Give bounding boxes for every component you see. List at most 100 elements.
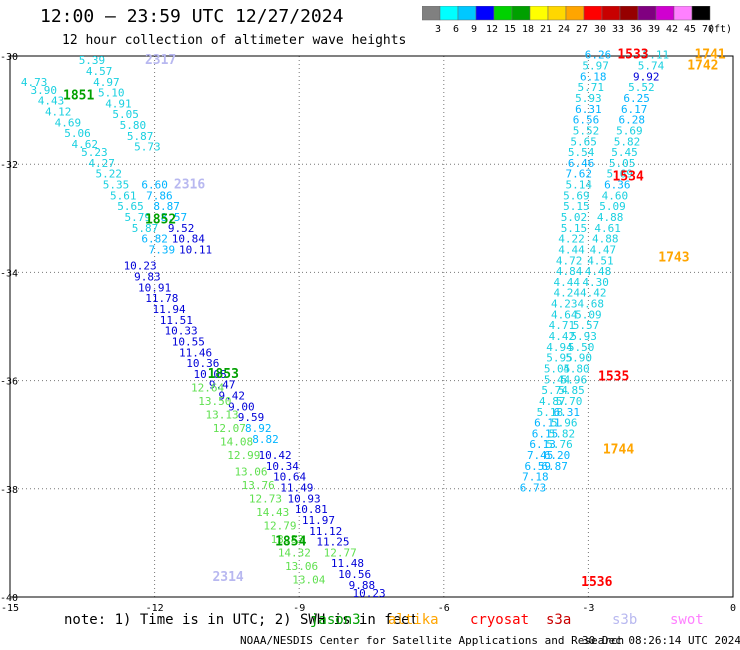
wave-height-point: 10.34 — [266, 460, 299, 473]
footer-timestamp: 30 Dec 08:26:14 UTC 2024 — [582, 634, 740, 647]
track-label: 1853 — [208, 367, 239, 382]
wave-height-point: 13.13 — [206, 408, 239, 421]
wave-height-point: 5.10 — [98, 87, 125, 100]
track-label: 1744 — [603, 443, 634, 458]
wave-height-point: 5.09 — [575, 308, 602, 321]
track-label: 1534 — [613, 169, 644, 184]
y-tick-label: -34 — [0, 268, 18, 279]
x-tick-label: -6 — [438, 603, 450, 612]
wave-height-point: 6.59 — [525, 460, 552, 473]
wave-height-point: 5.14 — [566, 179, 593, 192]
wave-height-point: 12.73 — [249, 492, 282, 505]
wave-height-point: 5.05 — [544, 362, 571, 375]
wave-height-point: 4.71 — [549, 319, 576, 332]
wave-height-point: 4.87 — [539, 395, 566, 408]
wave-height-point: 3.90 — [30, 84, 57, 97]
wave-height-point: 4.88 — [597, 211, 624, 224]
wave-height-point: 5.69 — [606, 168, 633, 181]
wave-height-point: 11.97 — [302, 514, 335, 527]
track-label: 2316 — [174, 178, 205, 193]
wave-height-point: 10.84 — [172, 233, 205, 246]
wave-height-point: 6.82 — [141, 233, 168, 246]
legend-entry-jason3: jason3 — [310, 612, 361, 628]
wave-height-point: 10.55 — [172, 335, 205, 348]
wave-height-point: 11.51 — [160, 314, 193, 327]
colorbar-tick-label: 33 — [612, 24, 624, 35]
wave-height-point: 5.96 — [551, 417, 578, 430]
wave-height-point: 5.82 — [614, 135, 641, 148]
wave-height-point: 6.11 — [534, 417, 561, 430]
wave-height-point: 13.06 — [285, 560, 318, 573]
wave-height-point: 5.80 — [120, 119, 147, 132]
wave-height-point: 11.48 — [331, 557, 364, 570]
wave-height-point: 4.44 — [558, 243, 585, 256]
track-label: 1852 — [145, 213, 176, 228]
wave-height-point: 4.24 — [553, 287, 580, 300]
wave-height-point: 5.18 — [537, 406, 564, 419]
colorbar-tick-label: 70 — [702, 24, 714, 35]
wave-height-point: 10.08 — [193, 368, 226, 381]
page-title: 12:00 — 23:59 UTC 12/27/2024 — [40, 6, 344, 27]
wave-height-point: 11.49 — [280, 482, 313, 495]
wave-height-point: 4.22 — [558, 233, 585, 246]
wave-height-point: 13.06 — [234, 465, 267, 478]
wave-height-point: 4.47 — [590, 243, 617, 256]
wave-height-point: 11.78 — [145, 292, 178, 305]
wave-height-point: 10.23 — [353, 587, 386, 600]
wave-height-point: 5.74 — [541, 384, 568, 397]
wave-height-point: 7.45 — [527, 449, 554, 462]
wave-height-point: 9.47 — [209, 379, 236, 392]
wave-height-point: 5.52 — [573, 124, 600, 137]
wave-height-point: 8.87 — [153, 200, 180, 213]
colorbar-tick-label: 39 — [648, 24, 660, 35]
x-tick-label: -12 — [146, 603, 164, 612]
wave-height-point: 4.94 — [546, 341, 573, 354]
wave-height-point: 4.44 — [553, 276, 580, 289]
wave-height-point: 5.15 — [563, 200, 590, 213]
wave-height-point: 10.33 — [165, 325, 198, 338]
wave-height-point: 4.43 — [38, 95, 65, 108]
wave-height-point: 4.42 — [549, 330, 576, 343]
wave-height-point: 10.64 — [273, 471, 306, 484]
wave-height-point: 4.62 — [71, 138, 98, 151]
y-tick-label: -40 — [0, 593, 18, 604]
wave-height-point: 5.39 — [79, 54, 106, 67]
wave-height-point: 10.42 — [259, 449, 292, 462]
wave-height-point: 4.61 — [594, 222, 621, 235]
colorbar-unit: (ft) — [708, 24, 732, 35]
wave-height-point: 4.91 — [105, 97, 132, 110]
wave-height-point: 4.27 — [88, 157, 115, 170]
wave-height-point: 6.13 — [529, 438, 556, 451]
track-label: 1742 — [687, 59, 718, 74]
wave-height-point: 4.72 — [556, 254, 583, 267]
wave-height-point: 5.85 — [558, 384, 585, 397]
wave-height-point: 14.43 — [256, 506, 289, 519]
wave-height-point: 13.83 — [271, 533, 304, 546]
wave-height-point: 5.95 — [546, 352, 573, 365]
wave-height-point: 4.64 — [551, 308, 578, 321]
wave-height-point: 5.87 — [127, 130, 154, 143]
wave-height-point: 9.42 — [218, 390, 245, 403]
wave-height-point: 5.76 — [546, 438, 573, 451]
wave-height-point: 10.11 — [179, 243, 212, 256]
wave-height-point: 10.91 — [138, 281, 171, 294]
wave-height-point: 5.23 — [81, 146, 108, 159]
wave-height-colorbar: 3 6 9 12 15 18 21 24 27 30 33 36 39 42 45 70(ft) — [422, 6, 732, 35]
wave-height-point: 10.93 — [287, 492, 320, 505]
wave-height-point: 6.20 — [544, 449, 571, 462]
wave-height-point: 5.70 — [556, 395, 583, 408]
wave-height-point: 14.08 — [220, 436, 253, 449]
wave-height-point: 13.04 — [292, 573, 325, 586]
wave-height-point: 9.83 — [134, 271, 161, 284]
wave-height-point: 5.65 — [117, 200, 144, 213]
wave-height-point: 6.87 — [541, 460, 568, 473]
y-tick-label: -30 — [0, 52, 18, 63]
wave-height-point: 6.46 — [568, 157, 595, 170]
wave-height-point: 9.59 — [238, 411, 265, 424]
wave-height-point: 4.60 — [602, 189, 629, 202]
wave-height-point: 5.09 — [599, 200, 626, 213]
colorbar-tick-label: 45 — [684, 24, 696, 35]
legend-entry-s3a: s3a — [546, 612, 572, 628]
wave-height-point: 4.80 — [563, 362, 590, 375]
